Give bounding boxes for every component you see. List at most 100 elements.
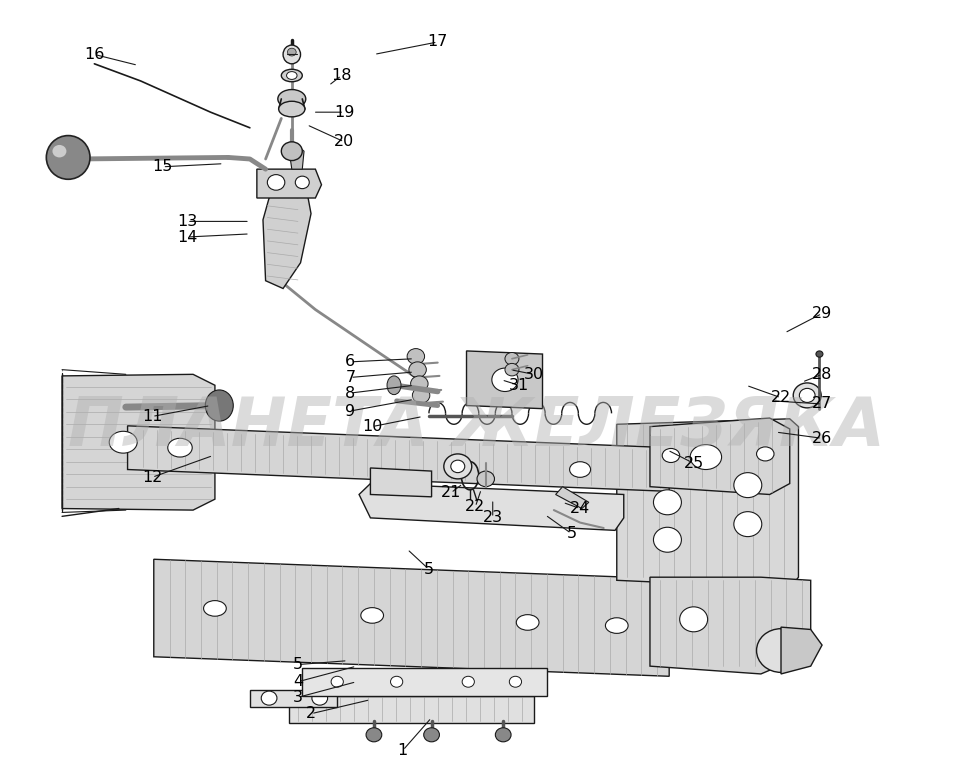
Polygon shape (555, 487, 588, 508)
Ellipse shape (443, 454, 472, 479)
Text: 7: 7 (345, 370, 355, 385)
Ellipse shape (412, 388, 430, 403)
Text: 27: 27 (811, 396, 831, 412)
Polygon shape (358, 484, 623, 530)
Text: 11: 11 (142, 409, 162, 424)
Ellipse shape (679, 607, 707, 632)
Text: 21: 21 (440, 485, 460, 500)
Text: 19: 19 (334, 105, 354, 120)
Ellipse shape (756, 629, 804, 673)
Polygon shape (62, 374, 214, 510)
Text: 26: 26 (811, 431, 831, 446)
Polygon shape (370, 468, 431, 497)
Ellipse shape (476, 471, 494, 487)
Text: 4: 4 (293, 674, 303, 689)
Ellipse shape (109, 431, 137, 453)
Ellipse shape (360, 608, 383, 623)
Text: 16: 16 (84, 47, 105, 62)
Text: 29: 29 (811, 306, 831, 321)
Text: 30: 30 (523, 366, 543, 382)
Text: 31: 31 (508, 377, 529, 393)
Ellipse shape (661, 449, 679, 463)
Text: ПЛАНЕТА ЖЕЛЕЗЯКА: ПЛАНЕТА ЖЕЛЕЗЯКА (69, 394, 884, 460)
Ellipse shape (451, 460, 464, 473)
Text: 10: 10 (361, 419, 382, 434)
Ellipse shape (366, 727, 381, 742)
Polygon shape (302, 669, 546, 696)
Polygon shape (289, 146, 304, 169)
Ellipse shape (52, 145, 67, 157)
Text: 28: 28 (811, 366, 831, 382)
Text: 15: 15 (152, 159, 172, 175)
Polygon shape (153, 559, 668, 677)
Text: 24: 24 (569, 501, 590, 516)
Ellipse shape (815, 351, 822, 357)
Ellipse shape (689, 445, 720, 470)
Ellipse shape (504, 363, 518, 376)
Text: 18: 18 (331, 68, 352, 83)
Ellipse shape (267, 175, 285, 190)
Ellipse shape (733, 473, 761, 498)
Ellipse shape (47, 135, 90, 179)
Text: 12: 12 (142, 470, 162, 485)
Ellipse shape (410, 376, 428, 392)
Ellipse shape (287, 49, 295, 56)
Ellipse shape (277, 89, 306, 108)
Ellipse shape (331, 677, 343, 687)
Polygon shape (649, 418, 789, 495)
Ellipse shape (281, 69, 302, 81)
Ellipse shape (205, 390, 233, 421)
Text: 13: 13 (176, 214, 197, 229)
Ellipse shape (799, 388, 814, 402)
Text: 5: 5 (566, 526, 576, 541)
Text: 14: 14 (176, 229, 197, 244)
Text: 5: 5 (293, 657, 303, 672)
Ellipse shape (390, 677, 402, 687)
Polygon shape (617, 419, 798, 588)
Ellipse shape (281, 142, 302, 161)
Ellipse shape (509, 677, 521, 687)
Ellipse shape (168, 438, 192, 457)
Ellipse shape (278, 101, 305, 117)
Text: 5: 5 (423, 562, 434, 577)
Ellipse shape (605, 618, 627, 633)
Ellipse shape (423, 727, 439, 742)
Text: 6: 6 (345, 355, 355, 370)
Text: 23: 23 (482, 511, 502, 525)
Text: 3: 3 (293, 690, 303, 705)
Ellipse shape (203, 601, 226, 616)
Ellipse shape (756, 447, 773, 461)
Ellipse shape (792, 383, 821, 408)
Ellipse shape (461, 677, 474, 687)
Ellipse shape (495, 727, 511, 742)
Text: 9: 9 (345, 403, 355, 418)
Polygon shape (466, 351, 542, 409)
Ellipse shape (569, 462, 590, 478)
Text: 22: 22 (465, 500, 485, 514)
Polygon shape (263, 185, 311, 288)
Polygon shape (256, 169, 321, 198)
Ellipse shape (516, 615, 538, 630)
Polygon shape (781, 627, 821, 674)
Polygon shape (128, 426, 668, 492)
Ellipse shape (387, 376, 400, 395)
Text: 8: 8 (345, 385, 355, 401)
Ellipse shape (286, 71, 296, 79)
Ellipse shape (312, 691, 327, 705)
Ellipse shape (283, 45, 300, 63)
Ellipse shape (733, 511, 761, 536)
Ellipse shape (407, 348, 424, 364)
Ellipse shape (295, 176, 309, 189)
Polygon shape (250, 690, 336, 708)
Text: 17: 17 (427, 34, 447, 49)
Text: 1: 1 (397, 743, 408, 758)
Polygon shape (289, 696, 534, 723)
Text: 20: 20 (334, 135, 354, 150)
Ellipse shape (409, 362, 426, 377)
Ellipse shape (492, 368, 517, 392)
Polygon shape (649, 577, 810, 674)
Ellipse shape (653, 527, 680, 552)
Text: 25: 25 (682, 456, 703, 471)
Ellipse shape (261, 691, 276, 705)
Ellipse shape (653, 490, 680, 514)
